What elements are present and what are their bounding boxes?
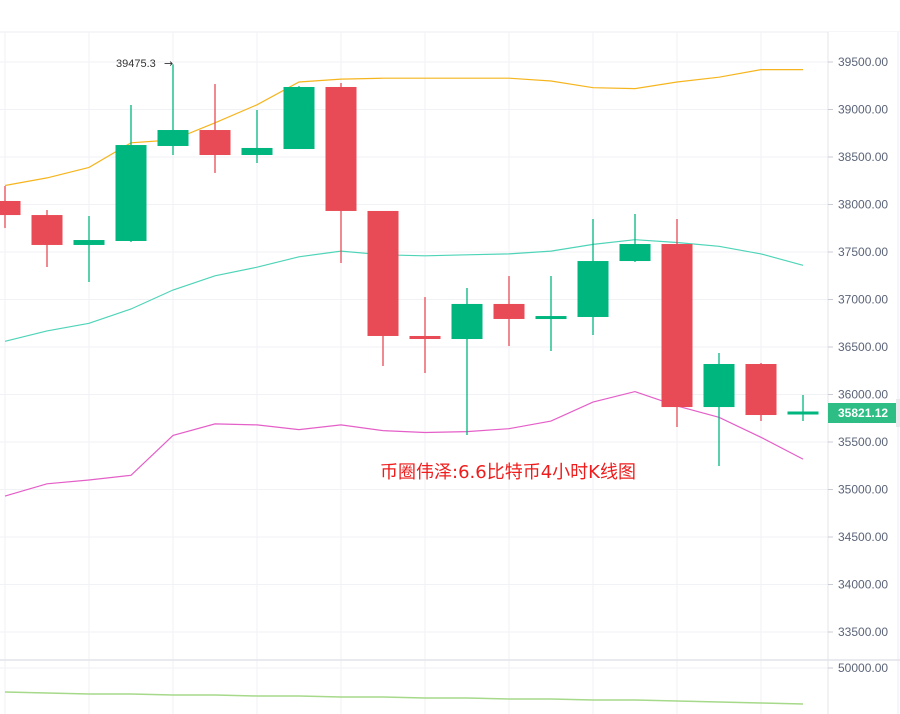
y-tick-label: 36500.00 [838, 340, 888, 354]
candle [115, 105, 147, 243]
sub-pane-tick-label: 50000.00 [838, 661, 888, 675]
y-tick-label: 38000.00 [838, 198, 888, 212]
high-marker: 39475.3 [116, 58, 156, 70]
arrow-right-icon: → [164, 57, 173, 70]
sub-indicator-line [4, 691, 804, 705]
candle [367, 210, 399, 366]
candle [157, 64, 189, 156]
y-tick-label: 37000.00 [838, 293, 888, 307]
y-tick-label: 33500.00 [838, 625, 888, 639]
last-price-badge [828, 403, 896, 423]
y-tick-label: 35500.00 [838, 435, 888, 449]
candle [283, 86, 315, 150]
y-tick-label: 34500.00 [838, 530, 888, 544]
candle [745, 362, 777, 422]
candle [325, 82, 357, 264]
candle [199, 84, 231, 173]
high-price-label: 39475.3 [116, 58, 156, 70]
middle-band-line [4, 239, 804, 342]
y-tick-label: 36000.00 [838, 388, 888, 402]
candles [0, 64, 819, 467]
candle [577, 219, 609, 336]
candle [703, 352, 735, 467]
y-tick-label: 35000.00 [838, 483, 888, 497]
candle [787, 394, 819, 422]
sub-indicator-pane [4, 691, 804, 705]
y-tick-label: 39500.00 [838, 55, 888, 69]
candle [661, 219, 693, 427]
candle [493, 276, 525, 347]
candle [0, 185, 21, 229]
y-tick-label: 37500.00 [838, 245, 888, 259]
candle [31, 210, 63, 268]
candle [535, 276, 567, 351]
y-tick-label: 38500.00 [838, 150, 888, 164]
candle [409, 297, 441, 374]
candle [451, 288, 483, 435]
candle [73, 215, 105, 283]
y-tick-label: 39000.00 [838, 103, 888, 117]
last-price-tag: 35821.12 [828, 399, 900, 427]
last-price-scroll-handle[interactable] [896, 399, 900, 427]
y-tick-label: 34000.00 [838, 578, 888, 592]
candle [619, 214, 651, 262]
grid-lines [0, 31, 900, 714]
chart-title-watermark: 币圈伟泽:6.6比特币4小时K线图 [380, 462, 636, 483]
upper-band-line [4, 68, 803, 187]
last-price-value: 35821.12 [838, 406, 888, 420]
price-axis[interactable]: 39500.00 39000.00 38500.00 38000.00 37500.00… [827, 32, 900, 714]
candle [241, 109, 273, 163]
